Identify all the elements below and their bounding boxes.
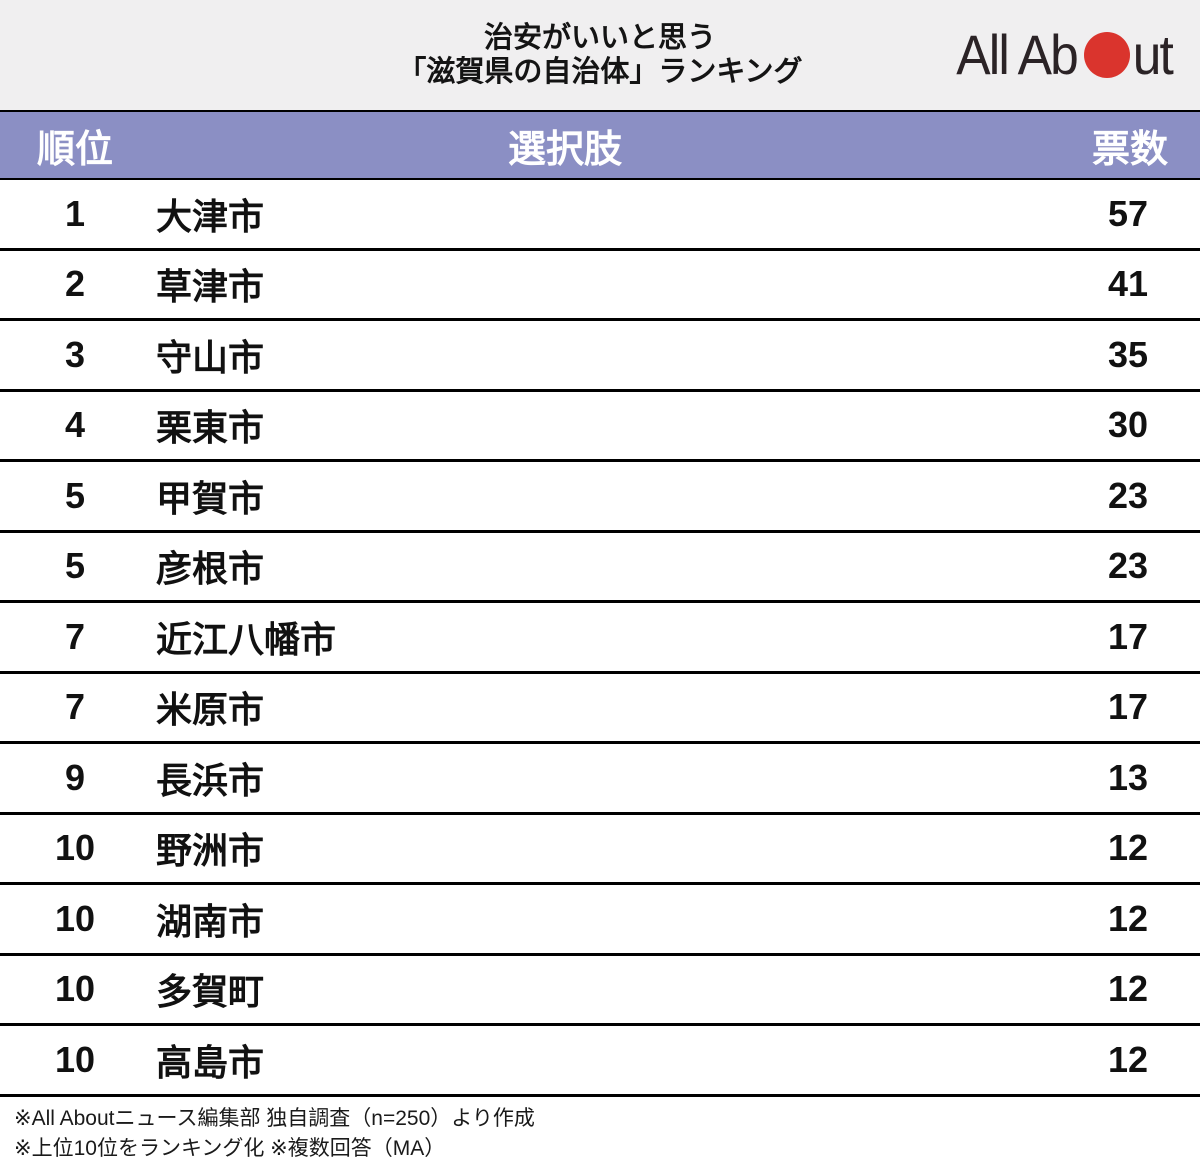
votes-cell: 17 xyxy=(1107,615,1148,657)
votes-cell: 57 xyxy=(1107,192,1148,234)
table-row: 5 彦根市 23 xyxy=(0,532,1200,603)
footnote-line2: ※上位10位をランキング化 ※複数回答（MA） xyxy=(14,1136,446,1160)
votes-cell: 12 xyxy=(1107,827,1148,869)
votes-cell: 12 xyxy=(1107,897,1148,939)
table-row: 3 守山市 35 xyxy=(0,321,1200,392)
choice-cell: 米原市 xyxy=(156,689,265,731)
table-row: 2 草津市 41 xyxy=(0,250,1200,321)
table-row: 10 多賀町 12 xyxy=(0,955,1200,1026)
choice-cell: 多賀町 xyxy=(156,971,265,1013)
table-header-row: 順位 選択肢 票数 xyxy=(0,110,1200,180)
table-body: 1 大津市 57 2 草津市 41 3 守山市 35 4 栗東市 30 5 甲賀市 23 5 彦根市 23 7 近江八… xyxy=(0,180,1200,1097)
choice-cell: 湖南市 xyxy=(156,900,265,942)
rank-cell: 10 xyxy=(54,1038,96,1080)
rank-cell: 9 xyxy=(64,756,86,798)
votes-cell: 41 xyxy=(1107,263,1148,305)
choice-cell: 長浜市 xyxy=(156,759,265,801)
table-row: 7 米原市 17 xyxy=(0,673,1200,744)
allabout-logo: All Ab ut xyxy=(951,27,1174,83)
page-title: 治安がいいと思う 「滋賀県の自治体」ランキング xyxy=(397,21,802,89)
choice-cell: 高島市 xyxy=(156,1041,265,1083)
rank-cell: 5 xyxy=(64,474,86,516)
choice-cell: 甲賀市 xyxy=(156,477,265,519)
logo-text-left: All Ab xyxy=(956,23,1079,86)
votes-cell: 23 xyxy=(1107,474,1148,516)
table-row: 10 高島市 12 xyxy=(0,1026,1200,1097)
footnotes: ※All Aboutニュース編集部 独自調査（n=250）より作成 ※上位10位… xyxy=(0,1096,1200,1174)
choice-cell: 守山市 xyxy=(156,336,265,378)
table-row: 10 野洲市 12 xyxy=(0,814,1200,885)
rank-cell: 5 xyxy=(64,545,86,587)
page-title-line1: 治安がいいと思う xyxy=(483,22,716,54)
logo-red-circle-icon xyxy=(1084,32,1131,78)
column-header-rank: 順位 xyxy=(36,128,113,171)
votes-cell: 35 xyxy=(1107,333,1148,375)
votes-cell: 23 xyxy=(1107,545,1148,587)
rank-cell: 10 xyxy=(54,968,96,1010)
votes-cell: 17 xyxy=(1107,686,1148,728)
footnote-line1: ※All Aboutニュース編集部 独自調査（n=250）より作成 xyxy=(14,1106,535,1130)
votes-cell: 30 xyxy=(1107,404,1148,446)
rank-cell: 7 xyxy=(64,686,86,728)
rank-cell: 1 xyxy=(64,192,86,234)
rank-cell: 3 xyxy=(64,333,86,375)
votes-cell: 12 xyxy=(1107,968,1148,1010)
column-header-votes: 票数 xyxy=(1091,128,1168,171)
choice-cell: 栗東市 xyxy=(156,407,265,449)
rank-cell: 4 xyxy=(64,404,86,446)
choice-cell: 草津市 xyxy=(156,266,265,308)
rank-cell: 10 xyxy=(54,897,96,939)
rank-cell: 2 xyxy=(64,263,86,305)
choice-cell: 大津市 xyxy=(156,195,265,237)
column-header-choice: 選択肢 xyxy=(507,128,622,171)
choice-cell: 彦根市 xyxy=(156,548,265,590)
title-area: 治安がいいと思う 「滋賀県の自治体」ランキング All Ab ut xyxy=(0,0,1200,110)
rank-cell: 7 xyxy=(64,615,86,657)
table-row: 7 近江八幡市 17 xyxy=(0,603,1200,674)
choice-cell: 近江八幡市 xyxy=(156,618,337,660)
rank-cell: 10 xyxy=(54,827,96,869)
logo-text-right: ut xyxy=(1133,23,1174,86)
votes-cell: 12 xyxy=(1107,1038,1148,1080)
choice-cell: 野洲市 xyxy=(156,830,265,872)
table-row: 1 大津市 57 xyxy=(0,180,1200,251)
page-title-line2: 「滋賀県の自治体」ランキング xyxy=(397,56,803,88)
table-row: 9 長浜市 13 xyxy=(0,744,1200,815)
votes-cell: 13 xyxy=(1107,756,1148,798)
table-row: 10 湖南市 12 xyxy=(0,885,1200,956)
table-row: 5 甲賀市 23 xyxy=(0,462,1200,533)
table-row: 4 栗東市 30 xyxy=(0,391,1200,462)
